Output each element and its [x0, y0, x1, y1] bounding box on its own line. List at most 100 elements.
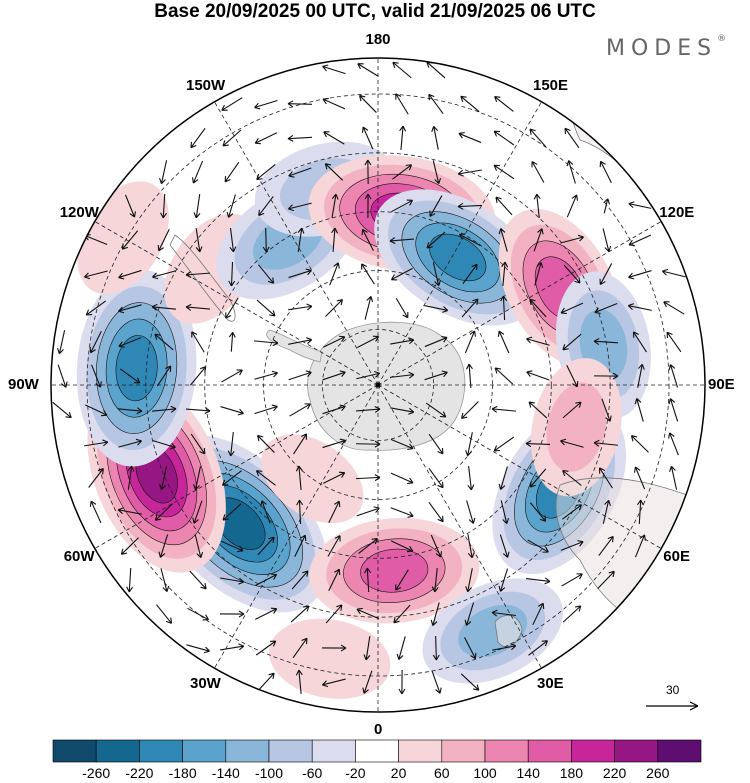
- wind-arrow: [464, 330, 477, 354]
- wind-arrow: [220, 643, 245, 651]
- wind-arrow: [533, 193, 541, 218]
- wind-arrow: [219, 610, 245, 618]
- wind-arrow: [531, 161, 545, 183]
- colorbar-swatch: [182, 739, 227, 763]
- wind-arrow: [226, 194, 236, 218]
- wind-arrow: [118, 337, 142, 348]
- wind-arrow: [432, 635, 440, 661]
- wind-arrow: [529, 298, 547, 318]
- wind-arrow: [561, 573, 583, 587]
- wind-arrow: [185, 303, 211, 311]
- wind-arrow: [356, 506, 380, 517]
- wind-arrow: [526, 577, 551, 585]
- meridian-line: [377, 384, 662, 549]
- wind-arrow: [229, 228, 237, 253]
- wind-arrow: [221, 470, 242, 486]
- longitude-label: 0: [374, 720, 383, 738]
- wind-arrow: [288, 268, 312, 279]
- colorbar-swatch: [225, 739, 270, 763]
- wind-arrow: [390, 507, 414, 518]
- wind-arrow: [599, 160, 612, 183]
- wind-arrow: [190, 433, 206, 455]
- colorbar-swatch: [355, 739, 399, 763]
- wind-arrow: [390, 407, 415, 415]
- wind-arrow: [425, 402, 447, 418]
- wind-arrow: [195, 228, 203, 253]
- wind-arrow: [430, 534, 443, 558]
- wind-arrow: [364, 193, 372, 219]
- wind-arrow: [363, 636, 371, 661]
- wind-arrow: [328, 500, 341, 524]
- wind-arrow: [220, 406, 244, 416]
- wind-arrow: [152, 405, 177, 413]
- wind-arrow: [158, 534, 169, 558]
- wind-arrow: [355, 440, 381, 448]
- wind-arrow: [428, 93, 444, 114]
- wind-arrow: [598, 467, 613, 489]
- wind-arrow: [593, 439, 618, 447]
- wind-arrow: [532, 602, 545, 626]
- wind-arrow: [191, 160, 204, 184]
- colorbar-tick-label: -100: [254, 765, 284, 781]
- wind-arrow: [390, 472, 414, 485]
- wind-arrow: [562, 333, 582, 351]
- wind-arrow: [325, 604, 343, 624]
- colorbar-swatch: [441, 739, 486, 763]
- wind-arrow: [666, 331, 682, 353]
- anomaly-center: [530, 358, 622, 497]
- wind-arrow: [498, 568, 509, 592]
- wind-arrow: [361, 263, 375, 285]
- wind-arrow: [390, 371, 415, 379]
- wind-arrow: [364, 567, 372, 593]
- wind-arrow: [288, 303, 313, 311]
- wind-arrow: [57, 364, 68, 388]
- wind-arrow: [357, 63, 379, 77]
- wind-arrow: [288, 337, 313, 345]
- wind-arrow: [225, 297, 239, 319]
- wind-arrow: [566, 160, 576, 184]
- brand-name: MODES: [606, 36, 718, 61]
- anomaly-contour: [546, 382, 607, 472]
- wind-arrow: [323, 471, 346, 484]
- wind-arrow: [89, 331, 102, 354]
- meridian-line: [377, 101, 542, 386]
- wind-arrow: [560, 234, 585, 244]
- colorbar-tick-label: 100: [473, 765, 497, 781]
- wind-arrow: [431, 568, 439, 593]
- wind-arrow: [428, 467, 444, 489]
- wind-arrow: [297, 227, 305, 252]
- wind-arrow: [498, 228, 508, 252]
- wind-arrow: [356, 370, 381, 380]
- wind-arrow: [364, 159, 372, 185]
- wind-arrow: [391, 199, 414, 213]
- wind-arrow: [192, 500, 203, 524]
- wind-arrow: [637, 363, 645, 388]
- wind-arrow: [294, 534, 307, 558]
- wind-arrow: [358, 538, 378, 554]
- wind-arrow: [160, 568, 170, 593]
- wind-arrow: [668, 398, 679, 422]
- wind-arrow: [355, 474, 381, 482]
- map-boundary: [50, 57, 706, 713]
- wind-arrow: [121, 230, 139, 250]
- wind-arrow: [287, 100, 313, 108]
- wind-arrow: [322, 438, 346, 449]
- wind-arrow: [254, 99, 278, 110]
- wind-arrow: [390, 337, 415, 345]
- wind-arrow: [431, 125, 439, 150]
- wind-arrow: [529, 502, 547, 522]
- colorbar-tick-label: -260: [82, 765, 111, 781]
- colorbar: [52, 739, 702, 763]
- wind-arrow: [457, 202, 483, 210]
- wind-arrow: [296, 499, 304, 525]
- wind-arrow: [257, 264, 275, 284]
- wind-arrow: [392, 164, 413, 180]
- wind-arrow: [663, 301, 685, 315]
- colorbar-tick-label: -20: [345, 765, 366, 781]
- wind-arrow: [494, 95, 514, 112]
- wind-arrow: [119, 368, 141, 384]
- wind-arrow: [533, 228, 544, 252]
- wind-arrow: [560, 438, 584, 448]
- wind-arrow: [493, 436, 515, 452]
- wind-arrow: [491, 609, 516, 617]
